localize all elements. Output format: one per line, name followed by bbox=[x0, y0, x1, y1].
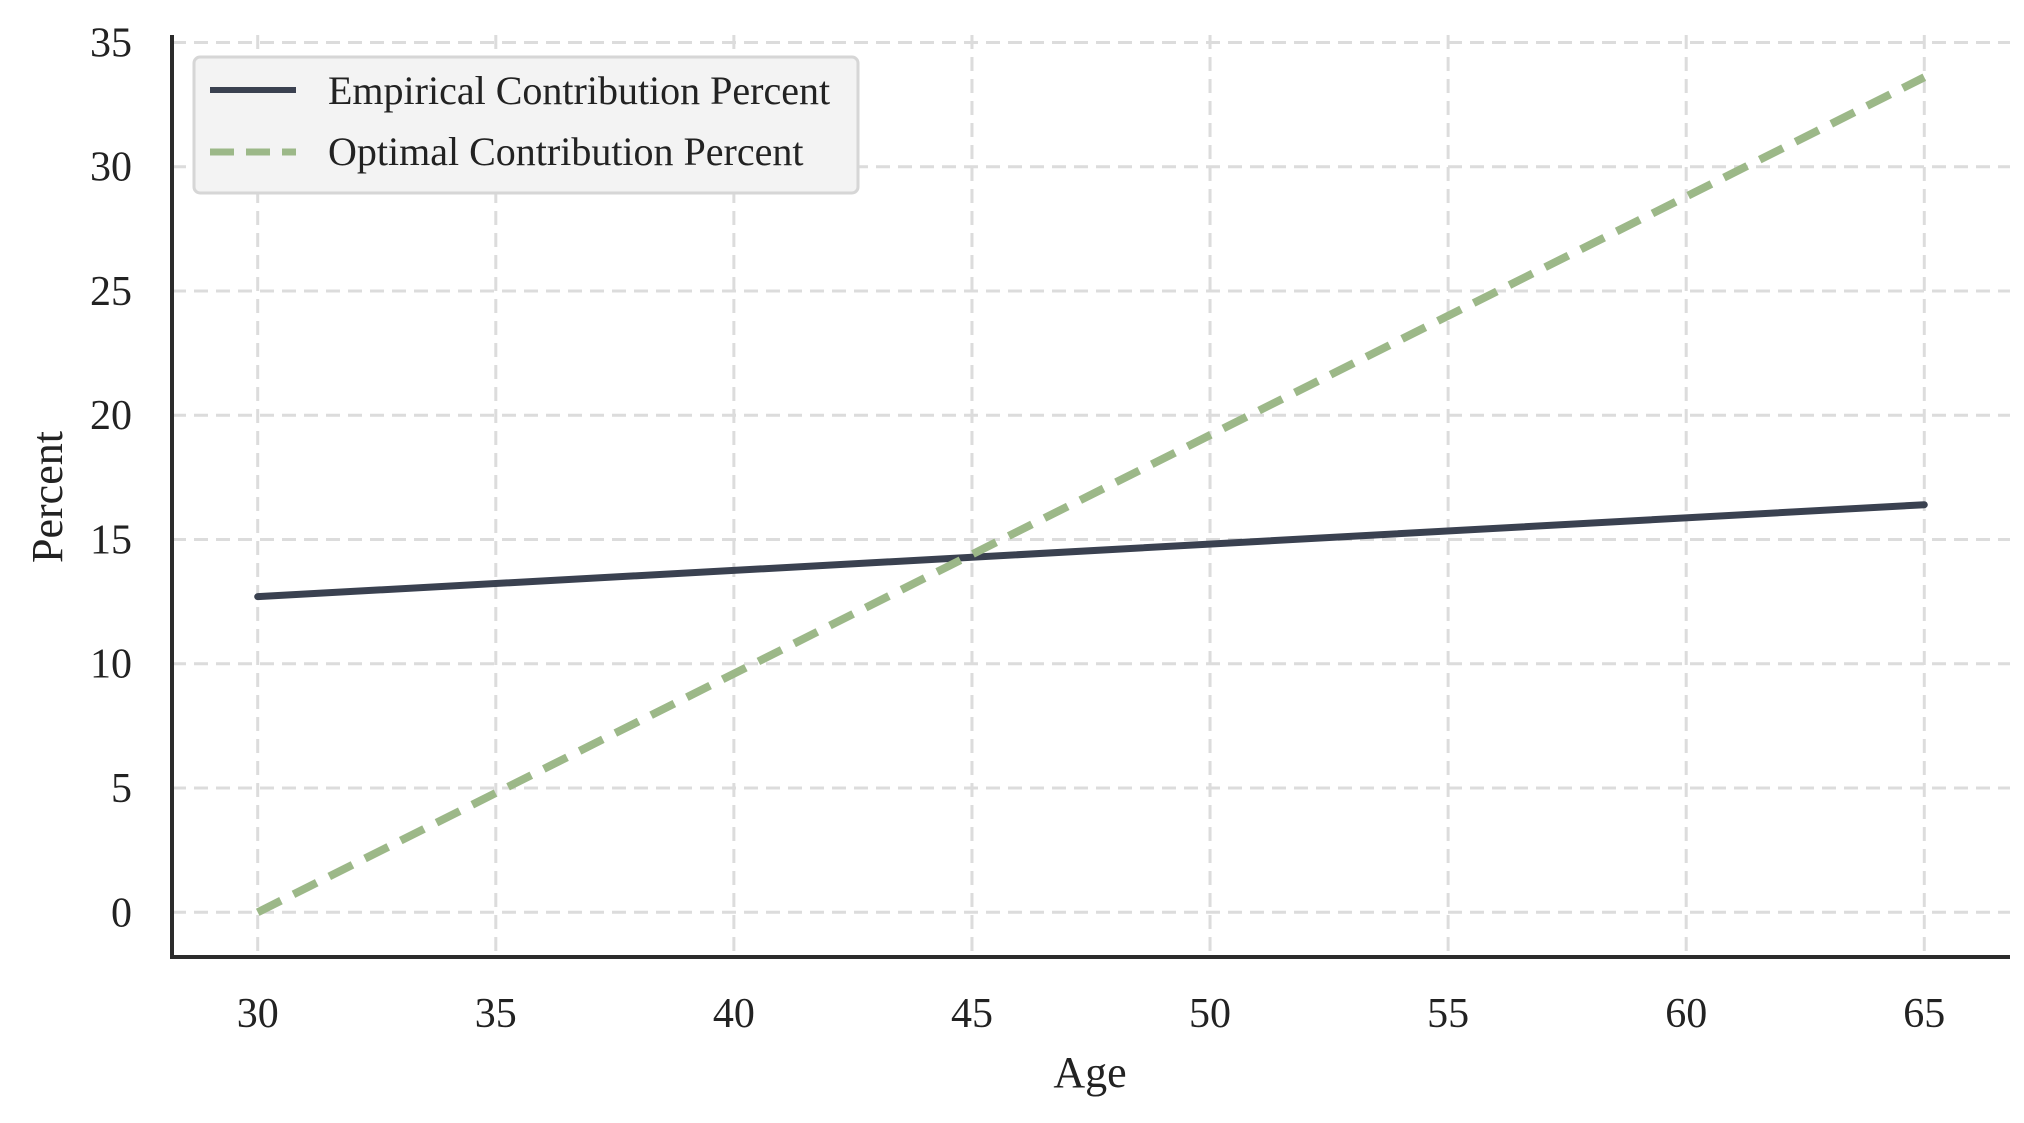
y-tick-label: 20 bbox=[90, 393, 132, 439]
legend: Empirical Contribution Percent Optimal C… bbox=[192, 55, 860, 195]
grid bbox=[172, 35, 2010, 957]
x-tick-label: 45 bbox=[951, 991, 993, 1037]
series-line-empirical bbox=[254, 501, 1928, 601]
axes bbox=[170, 35, 2010, 959]
y-tick-label: 5 bbox=[111, 766, 132, 812]
legend-label-empirical: Empirical Contribution Percent bbox=[328, 68, 830, 113]
x-tick-label: 55 bbox=[1427, 991, 1469, 1037]
x-axis-title: Age bbox=[1053, 1048, 1126, 1097]
y-tick-labels: 0 5 10 15 20 25 30 35 bbox=[90, 20, 132, 936]
series-layer bbox=[254, 73, 1928, 916]
y-tick-label: 0 bbox=[111, 890, 132, 936]
legend-box bbox=[192, 55, 860, 195]
x-tick-label: 35 bbox=[475, 991, 517, 1037]
y-tick-label: 35 bbox=[90, 20, 132, 66]
x-tick-label: 65 bbox=[1903, 991, 1945, 1037]
x-tick-labels: 30 35 40 45 50 55 60 65 bbox=[237, 991, 1946, 1037]
series-line-optimal bbox=[255, 73, 1927, 916]
legend-label-optimal: Optimal Contribution Percent bbox=[328, 129, 804, 174]
y-tick-label: 25 bbox=[90, 269, 132, 315]
y-tick-label: 10 bbox=[90, 642, 132, 688]
x-tick-label: 30 bbox=[237, 991, 279, 1037]
x-tick-label: 60 bbox=[1665, 991, 1707, 1037]
x-tick-label: 50 bbox=[1189, 991, 1231, 1037]
y-tick-label: 15 bbox=[90, 517, 132, 563]
y-axis-title: Percent bbox=[23, 431, 72, 563]
x-tick-label: 40 bbox=[713, 991, 755, 1037]
y-tick-label: 30 bbox=[90, 145, 132, 191]
